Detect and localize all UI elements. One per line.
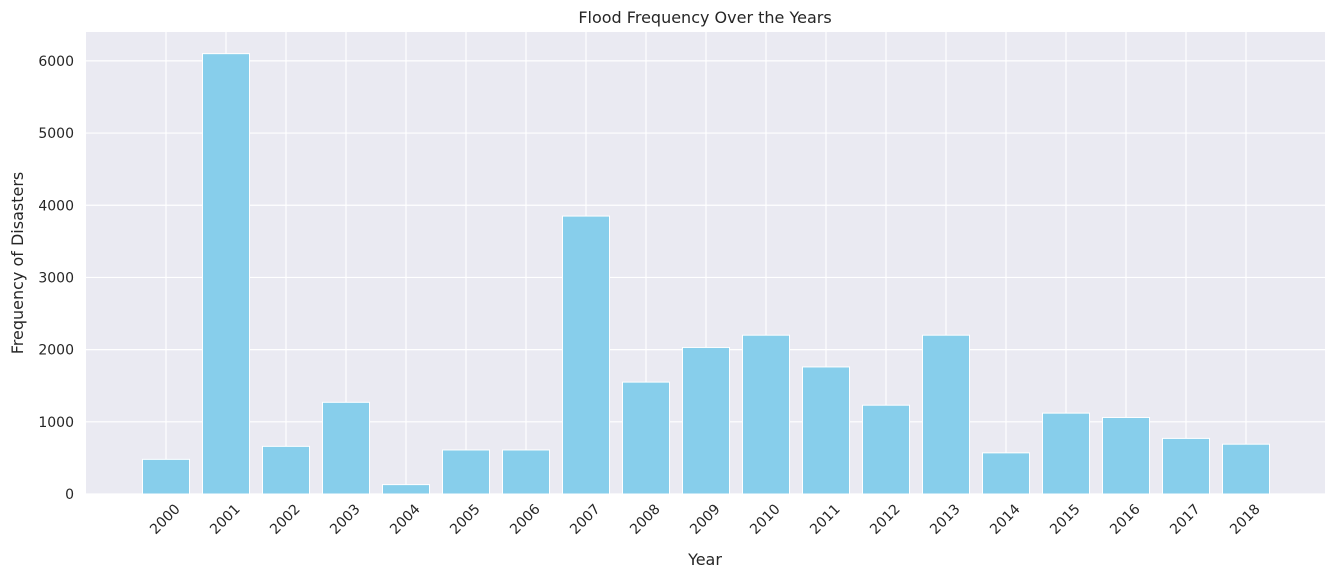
bar-2001 [202, 53, 250, 495]
x-tick-label: 2000 [147, 501, 184, 538]
bar-2008 [622, 381, 670, 495]
bar-2002 [262, 445, 310, 495]
x-tick-label: 2003 [327, 501, 364, 538]
x-tick-label: 2018 [1227, 501, 1264, 538]
bar-2005 [442, 449, 490, 495]
y-tick-label: 6000 [38, 54, 74, 70]
bars [142, 53, 1270, 495]
y-axis-ticks: 0 1000 2000 3000 4000 5000 6000 [38, 54, 74, 503]
y-tick-label: 3000 [38, 270, 74, 286]
x-tick-label: 2001 [207, 501, 244, 538]
y-tick-label: 2000 [38, 343, 74, 359]
y-tick-label: 5000 [38, 126, 74, 142]
x-tick-label: 2011 [807, 501, 844, 538]
x-tick-label: 2008 [627, 501, 664, 538]
bar-2014 [982, 452, 1030, 495]
x-tick-label: 2016 [1107, 501, 1144, 538]
y-tick-label: 4000 [38, 198, 74, 214]
y-tick-label: 0 [65, 487, 74, 503]
x-tick-label: 2013 [927, 501, 964, 538]
bar-2003 [322, 401, 370, 495]
bar-2016 [1102, 416, 1150, 495]
bar-2015 [1042, 412, 1090, 495]
bar-2000 [142, 458, 190, 495]
x-axis-ticks: 2000 2001 2002 2003 2004 2005 2006 2007 2008 2009… [147, 501, 1264, 538]
bar-2013 [922, 334, 970, 495]
bar-2009 [682, 346, 730, 495]
x-axis-label: Year [687, 550, 722, 569]
y-tick-label: 1000 [38, 415, 74, 431]
x-tick-label: 2009 [687, 501, 724, 538]
bar-2007 [562, 215, 610, 495]
bar-2012 [862, 404, 910, 495]
x-tick-label: 2012 [867, 501, 904, 538]
x-tick-label: 2002 [267, 501, 304, 538]
chart-title: Flood Frequency Over the Years [578, 8, 831, 27]
bar-2017 [1162, 437, 1210, 495]
bar-2006 [502, 449, 550, 495]
bar-2004 [382, 484, 430, 495]
x-tick-label: 2015 [1047, 501, 1084, 538]
x-tick-label: 2014 [987, 501, 1024, 538]
x-tick-label: 2010 [747, 501, 784, 538]
bar-2010 [742, 334, 790, 495]
x-tick-label: 2004 [387, 501, 424, 538]
x-tick-label: 2005 [447, 501, 484, 538]
bar-2018 [1222, 443, 1270, 495]
x-tick-label: 2017 [1167, 501, 1204, 538]
y-axis-label: Frequency of Disasters [8, 172, 27, 355]
x-tick-label: 2007 [567, 501, 604, 538]
bar-2011 [802, 366, 850, 495]
x-tick-label: 2006 [507, 501, 544, 538]
